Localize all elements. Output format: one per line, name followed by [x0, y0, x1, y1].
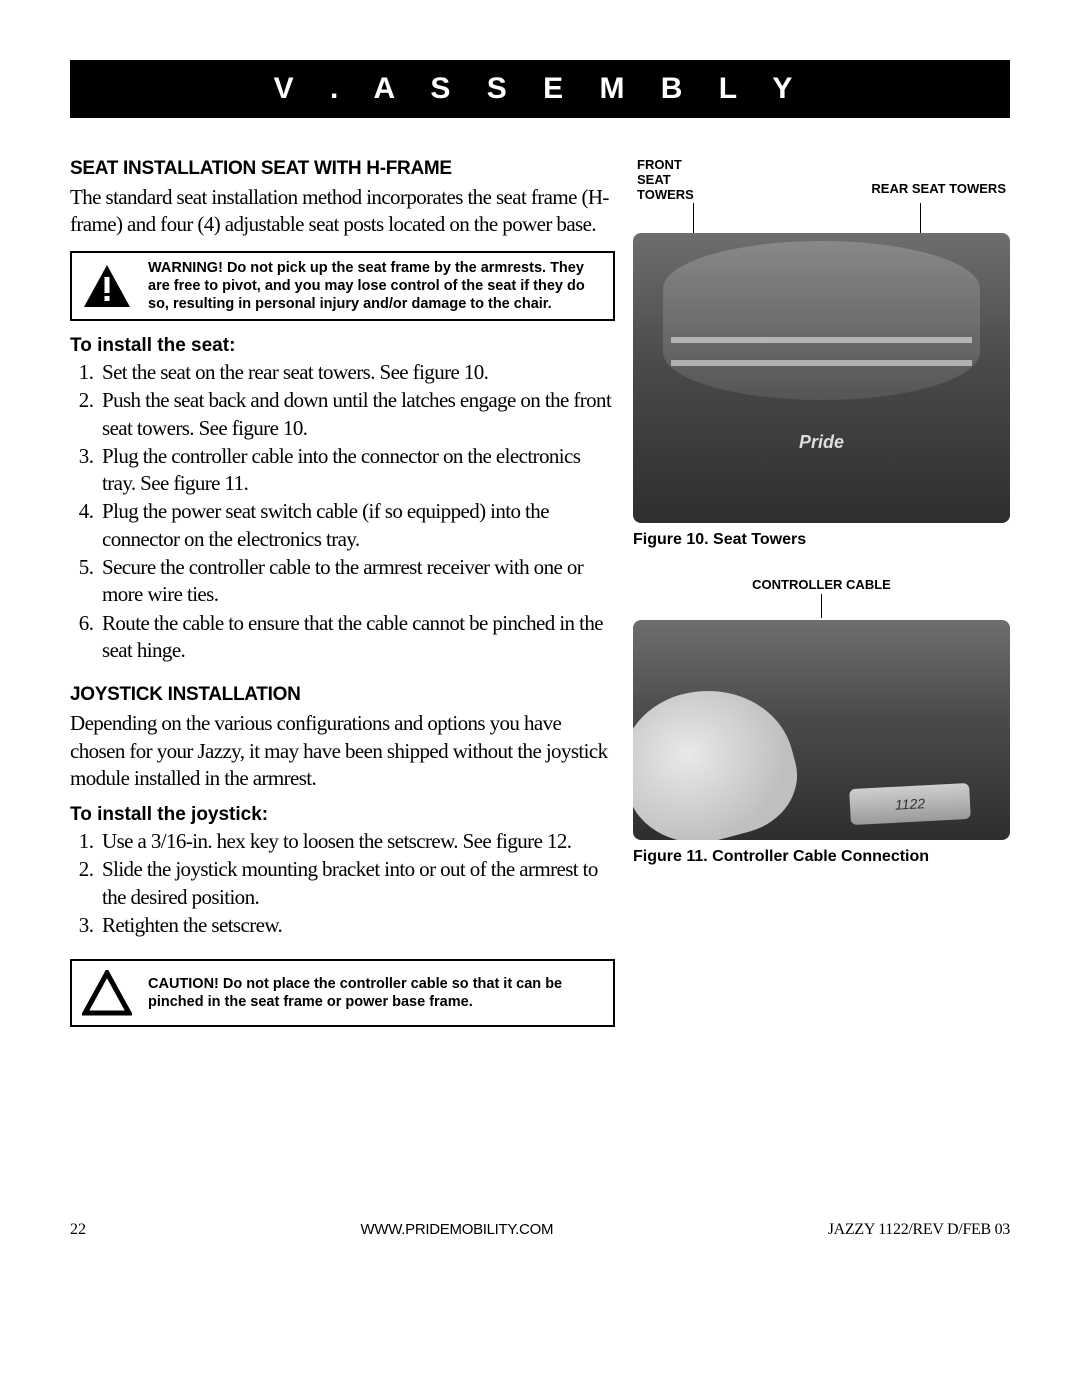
figure-10-labels: FRONT SEAT TOWERS REAR SEAT TOWERS	[633, 158, 1010, 203]
rear-seat-towers-label: REAR SEAT TOWERS	[871, 182, 1006, 197]
figure-10-caption: Figure 10. Seat Towers	[633, 531, 1010, 549]
warning-box: WARNING! Do not pick up the seat frame b…	[70, 251, 615, 321]
warning-icon	[82, 260, 132, 312]
page-footer: 22 WWW.PRIDEMOBILITY.COM JAZZY 1122/REV …	[70, 1221, 1010, 1239]
page-number: 22	[70, 1221, 86, 1239]
figure-11-callout-line	[821, 594, 822, 618]
list-item: Plug the power seat switch cable (if so …	[98, 498, 615, 553]
footer-url: WWW.PRIDEMOBILITY.COM	[361, 1221, 554, 1239]
footer-doc-id: JAZZY 1122/REV D/FEB 03	[828, 1221, 1010, 1239]
warning-text: WARNING! Do not pick up the seat frame b…	[148, 259, 599, 313]
figure-11-caption: Figure 11. Controller Cable Connection	[633, 848, 1010, 866]
list-item: Route the cable to ensure that the cable…	[98, 610, 615, 665]
caution-box: CAUTION! Do not place the controller cab…	[70, 959, 615, 1027]
brand-label: Pride	[799, 432, 844, 453]
joystick-install-heading: JOYSTICK INSTALLATION	[70, 684, 615, 706]
figure-10: FRONT SEAT TOWERS REAR SEAT TOWERS Pride…	[633, 158, 1010, 549]
install-joystick-subhead: To install the joystick:	[70, 804, 615, 826]
list-item: Retighten the setscrew.	[98, 912, 615, 939]
caution-text: CAUTION! Do not place the controller cab…	[148, 975, 599, 1011]
chapter-header: V . A S S E M B L Y	[70, 60, 1010, 118]
install-seat-subhead: To install the seat:	[70, 335, 615, 357]
list-item: Plug the controller cable into the conne…	[98, 443, 615, 498]
front-seat-towers-label: FRONT SEAT TOWERS	[637, 158, 717, 203]
caution-icon	[82, 967, 132, 1019]
list-item: Set the seat on the rear seat towers. Se…	[98, 359, 615, 386]
right-column: FRONT SEAT TOWERS REAR SEAT TOWERS Pride…	[633, 158, 1010, 1041]
left-column: SEAT INSTALLATION SEAT WITH H-FRAME The …	[70, 158, 615, 1041]
model-plate: 1122	[849, 783, 971, 825]
list-item: Use a 3/16-in. hex key to loosen the set…	[98, 828, 615, 855]
controller-cable-label: CONTROLLER CABLE	[633, 577, 1010, 592]
list-item: Push the seat back and down until the la…	[98, 387, 615, 442]
list-item: Secure the controller cable to the armre…	[98, 554, 615, 609]
seat-install-heading: SEAT INSTALLATION SEAT WITH H-FRAME	[70, 158, 615, 180]
joystick-install-intro: Depending on the various configurations …	[70, 710, 615, 792]
list-item: Slide the joystick mounting bracket into…	[98, 856, 615, 911]
install-seat-steps: Set the seat on the rear seat towers. Se…	[70, 359, 615, 664]
install-joystick-steps: Use a 3/16-in. hex key to loosen the set…	[70, 828, 615, 939]
figure-11: CONTROLLER CABLE 1122 Figure 11. Control…	[633, 577, 1010, 866]
seat-install-intro: The standard seat installation method in…	[70, 184, 615, 239]
figure-10-callout-lines	[633, 203, 1010, 233]
figure-10-image: Pride	[633, 233, 1010, 523]
figure-11-image: 1122	[633, 620, 1010, 840]
page-content: SEAT INSTALLATION SEAT WITH H-FRAME The …	[70, 158, 1010, 1041]
